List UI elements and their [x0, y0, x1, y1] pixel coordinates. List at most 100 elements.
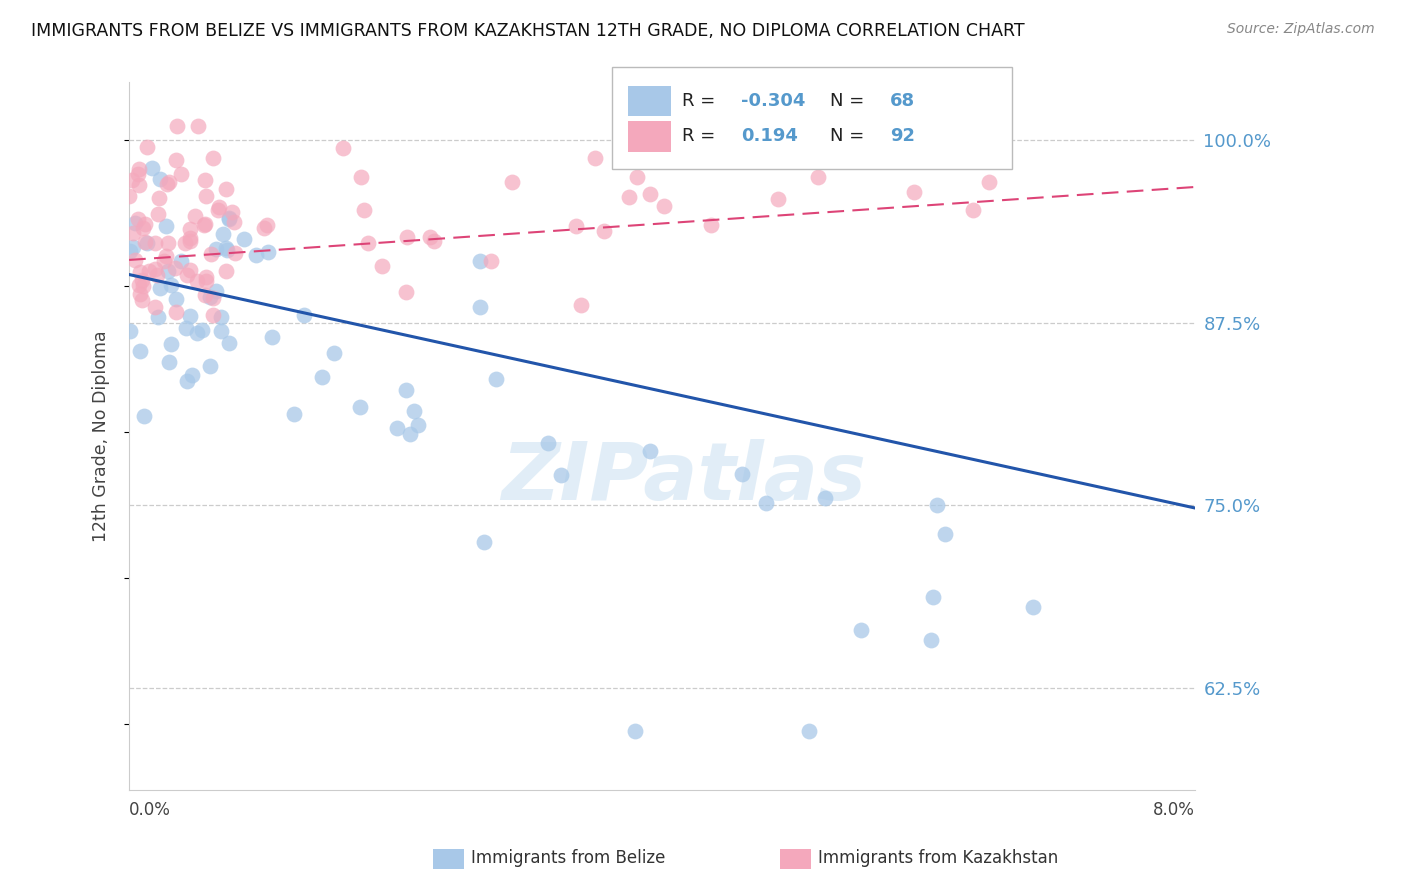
Point: [181, 368, 204, 383]
Point: [851, 624, 873, 638]
Text: N =: N =: [830, 92, 869, 110]
Point: [640, 444, 662, 458]
Point: [148, 192, 170, 206]
Text: Immigrants from Belize: Immigrants from Belize: [471, 849, 665, 867]
Point: [731, 467, 754, 482]
Point: [155, 249, 177, 263]
Point: [148, 207, 170, 221]
Point: [141, 161, 163, 175]
Point: [332, 141, 354, 155]
Point: [186, 326, 208, 340]
Point: [200, 290, 222, 304]
Point: [233, 232, 256, 246]
Point: [179, 262, 201, 277]
Point: [353, 202, 375, 217]
Point: [169, 254, 191, 268]
Point: [399, 426, 422, 441]
Point: [209, 310, 232, 324]
Point: [934, 527, 956, 541]
Point: [160, 337, 183, 351]
Point: [121, 173, 143, 187]
Point: [626, 170, 648, 185]
Point: [195, 274, 218, 288]
Text: N =: N =: [830, 128, 869, 145]
Point: [166, 119, 188, 133]
Point: [1022, 600, 1045, 615]
Point: [214, 182, 236, 196]
Y-axis label: 12th Grade, No Diploma: 12th Grade, No Diploma: [93, 330, 110, 541]
Point: [134, 235, 156, 250]
Point: [207, 202, 229, 217]
Point: [118, 244, 141, 258]
Point: [218, 211, 240, 226]
Point: [977, 175, 1000, 189]
Point: [200, 246, 222, 260]
Point: [165, 260, 187, 275]
Point: [194, 288, 217, 302]
Point: [256, 218, 278, 232]
Point: [851, 126, 873, 140]
Point: [159, 278, 181, 293]
Point: [124, 216, 146, 230]
Point: [176, 321, 198, 335]
Point: [131, 293, 153, 307]
Point: [184, 209, 207, 223]
Point: [195, 270, 218, 285]
Point: [370, 259, 392, 273]
Point: [143, 301, 166, 315]
Point: [157, 175, 180, 189]
Point: [129, 265, 152, 279]
Point: [201, 308, 224, 322]
Point: [224, 246, 246, 260]
Point: [470, 253, 492, 268]
Point: [253, 220, 276, 235]
Point: [157, 354, 180, 368]
Point: [146, 310, 169, 324]
Text: R =: R =: [682, 128, 721, 145]
Point: [617, 190, 640, 204]
Point: [550, 467, 572, 482]
Point: [807, 169, 830, 184]
Point: [404, 404, 426, 418]
Point: [569, 298, 592, 312]
Point: [179, 231, 201, 245]
Point: [357, 236, 380, 251]
Point: [583, 151, 606, 165]
Point: [165, 305, 187, 319]
Point: [418, 230, 440, 244]
Point: [869, 119, 891, 133]
Point: [132, 279, 155, 293]
Point: [134, 217, 156, 231]
Point: [501, 175, 523, 189]
Text: 0.194: 0.194: [741, 128, 797, 145]
Point: [927, 498, 949, 512]
Point: [218, 336, 240, 351]
Point: [292, 308, 315, 322]
Text: R =: R =: [682, 92, 721, 110]
Point: [215, 243, 238, 257]
Point: [922, 591, 945, 605]
Point: [395, 384, 418, 398]
Point: [406, 417, 429, 432]
Point: [283, 407, 305, 421]
Point: [218, 211, 240, 226]
Point: [127, 211, 149, 226]
Point: [149, 281, 172, 295]
Point: [132, 409, 155, 423]
Point: [143, 261, 166, 276]
Point: [146, 268, 169, 283]
Point: [470, 300, 492, 314]
Point: [176, 268, 198, 282]
Point: [624, 724, 647, 739]
Point: [245, 248, 267, 262]
Point: [479, 254, 502, 268]
Point: [222, 215, 245, 229]
Point: [215, 264, 238, 278]
Point: [124, 252, 146, 267]
Point: [193, 219, 215, 233]
Point: [962, 203, 984, 218]
Point: [257, 245, 280, 260]
Point: [652, 199, 675, 213]
Point: [221, 205, 243, 219]
Point: [350, 169, 373, 184]
